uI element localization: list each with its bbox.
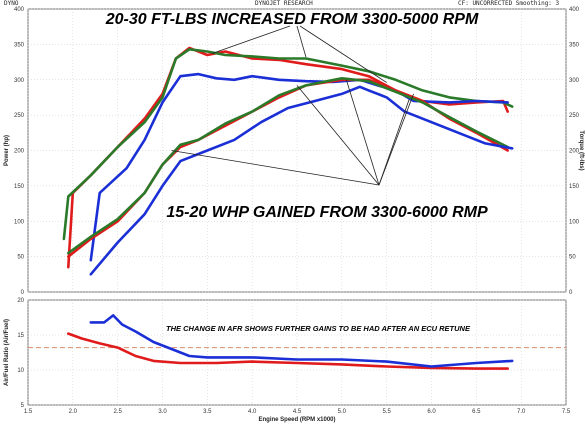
y-tick-label-right: 250 [569,113,580,119]
y-tick-label-left: 50 [17,255,24,261]
power-annotation: 15-20 WHP GAINED FROM 3300-6000 RMP [166,204,488,221]
x-tick-label: 7.5 [562,409,571,415]
power-annotation-arrow [171,150,380,186]
x-tick-label: 7.0 [517,409,526,415]
x-tick-label: 4.0 [248,409,257,415]
y-tick-label-right: 200 [569,149,580,155]
power-annotation-arrow [378,93,414,186]
afr-annotation: THE CHANGE IN AFR SHOWS FURTHER GAINS TO… [166,324,471,333]
afr-series-line-0 [67,332,509,370]
x-tick-label: 3.0 [158,409,167,415]
y-tick-label-right: 300 [569,78,580,84]
y-tick-label-right: 350 [569,42,580,48]
x-axis-label: Engine Speed (RPM x1000) [258,417,335,423]
x-tick-label: 5.0 [338,409,347,415]
torque-series-line-1 [62,48,514,241]
afr-series-line-1 [89,314,514,368]
afr-y-tick-label: 10 [17,368,24,374]
header-left: DYNO [4,0,19,7]
y-tick-label-right: 0 [569,290,573,296]
x-tick-label: 2.5 [113,409,122,415]
y-axis-label-right: Torque (ft-lbs) [578,130,584,170]
x-tick-label: 3.5 [203,409,212,415]
x-tick-label: 1.5 [24,409,33,415]
x-tick-label: 6.0 [427,409,436,415]
y-tick-label-right: 100 [569,219,580,225]
x-tick-label: 6.5 [472,409,481,415]
afr-y-tick-label: 5 [21,403,25,409]
x-tick-label: 2.0 [69,409,78,415]
torque-annotation-arrow [211,25,291,54]
y-tick-label-right: 400 [569,7,580,13]
torque-series-line-2 [89,72,509,262]
afr-y-tick-label: 15 [17,333,24,339]
power-series-line-5 [89,85,514,276]
torque-annotation: 20-30 FT-LBS INCREASED FROM 3300-5000 RP… [105,11,479,28]
y-tick-label-left: 250 [14,113,25,119]
y-tick-label-left: 0 [21,290,25,296]
y-tick-label-right: 150 [569,184,580,190]
y-tick-label-right: 50 [569,255,576,261]
x-tick-label: 4.5 [293,409,302,415]
power-annotation-arrow [296,85,380,186]
y-tick-label-left: 150 [14,184,25,190]
torque-annotation-arrow [299,25,387,83]
afr-y-tick-label: 20 [17,298,24,304]
power-series-line-4 [67,77,509,255]
torque-annotation-arrow [296,25,307,58]
header-center: DYNOJET RESEARCH [255,0,313,7]
power-annotation-arrow [345,79,380,186]
y-tick-label-left: 200 [14,149,25,155]
y-tick-label-left: 350 [14,42,25,48]
y-tick-label-left: 100 [14,219,25,225]
afr-y-axis-label: Air/Fuel Ratio (Air/Fuel) [4,319,10,386]
x-tick-label: 5.5 [382,409,391,415]
header-right: CF: UNCORRECTED Smoothing: 3 [458,0,560,7]
y-axis-label-left: Power (hp) [4,135,10,166]
y-tick-label-left: 300 [14,78,25,84]
y-tick-label-left: 400 [14,7,25,13]
